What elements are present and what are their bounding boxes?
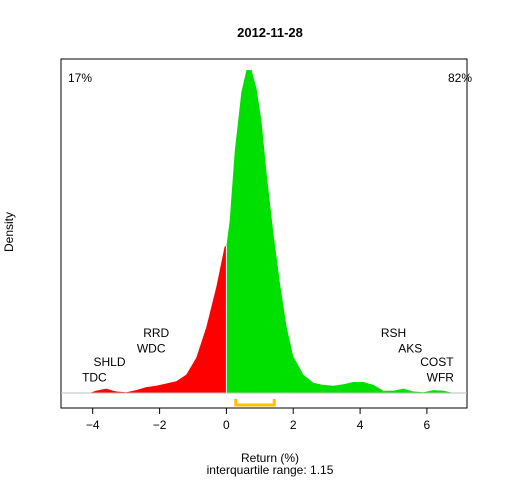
ticker-label-rrd: RRD bbox=[143, 326, 169, 340]
ticker-label-wfr: WFR bbox=[427, 370, 455, 384]
density-area-positive bbox=[226, 70, 454, 393]
ticker-label-aks: AKS bbox=[398, 342, 422, 356]
x-tick-label: 4 bbox=[357, 418, 364, 432]
chart-title: 2012-11-28 bbox=[237, 25, 303, 40]
x-tick-label: −4 bbox=[86, 418, 100, 432]
x-tick-label: −2 bbox=[153, 418, 167, 432]
x-tick-label: 0 bbox=[223, 418, 230, 432]
ticker-label-tdc: TDC bbox=[82, 370, 107, 384]
ticker-label-rsh: RSH bbox=[381, 326, 406, 340]
iqr-marker bbox=[234, 399, 276, 407]
iqr-bracket bbox=[234, 399, 276, 407]
chart-subtitle: interquartile range: 1.15 bbox=[207, 463, 334, 477]
ticker-label-wdc: WDC bbox=[137, 342, 166, 356]
density-area-negative bbox=[89, 246, 227, 393]
density-areas bbox=[89, 70, 454, 393]
x-axis: −4 −2 0 2 4 6 bbox=[86, 408, 431, 432]
x-tick-label: 6 bbox=[424, 418, 431, 432]
plot-box bbox=[60, 58, 468, 409]
ticker-label-cost: COST bbox=[420, 355, 454, 369]
percent-negative: 17% bbox=[68, 71, 92, 85]
y-axis-label: Density bbox=[2, 212, 16, 252]
percent-positive: 82% bbox=[448, 71, 472, 85]
x-axis-label: Return (%) bbox=[241, 451, 299, 465]
x-tick-label: 2 bbox=[290, 418, 297, 432]
ticker-label-shld: SHLD bbox=[93, 355, 125, 369]
